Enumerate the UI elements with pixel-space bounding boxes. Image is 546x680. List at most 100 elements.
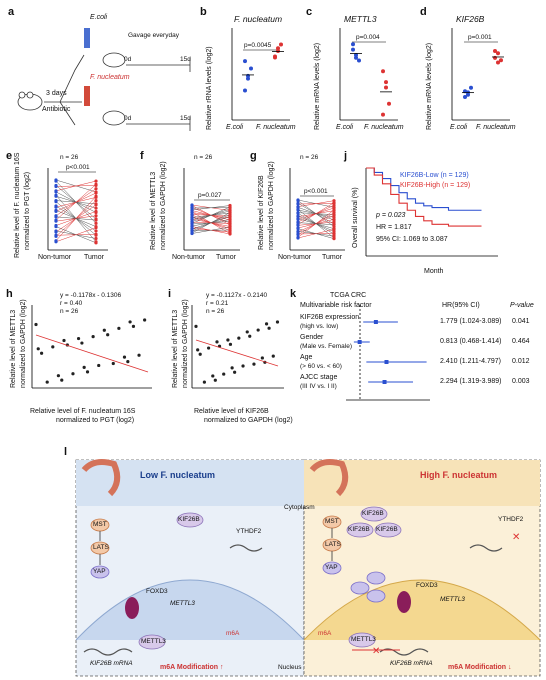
panel-l-label: l: [64, 446, 68, 458]
panel-l-diagram: ✕ ✕: [75, 459, 541, 677]
panel-c-ylabel: Relative mRNA levels (log2): [314, 42, 321, 130]
paired-point: [54, 184, 58, 189]
mrna-icon: [229, 544, 263, 552]
panel-f-x1: Tumor: [216, 254, 236, 261]
paired-point: [94, 229, 98, 233]
panel-i-r: r = 0.21: [206, 300, 229, 307]
panel-j-plot: [365, 167, 498, 257]
paired-point: [94, 241, 98, 245]
paired-line: [55, 185, 97, 187]
panel-b-plot: [231, 28, 290, 121]
panel-h-ylabel2: normalized to GAPDH (log2): [20, 299, 27, 388]
paired-point: [190, 206, 194, 210]
scatter-point: [106, 333, 110, 337]
kif26b-label: KIF26B: [362, 510, 384, 517]
yap-protein-icon: [366, 571, 386, 585]
panel-a-schematic: [17, 28, 191, 131]
paired-line: [297, 203, 335, 205]
mrna-icon: [83, 648, 133, 656]
panel-k-marks: [353, 320, 427, 384]
yap-label: YAP: [325, 564, 338, 571]
panel-k-col-p: P-value: [510, 302, 534, 309]
mettl3-protein-icon: [138, 634, 166, 650]
scatter-point: [82, 365, 86, 369]
panel-b-title: F. nucleatum: [234, 14, 283, 24]
paired-point: [94, 233, 98, 237]
panel-b-point: [246, 73, 250, 78]
svg-text:✕: ✕: [372, 646, 380, 657]
paired-point: [296, 211, 300, 215]
paired-point: [228, 221, 232, 226]
scatter-point: [260, 356, 264, 360]
panel-j-legend-low: KIF26B-Low (n = 129): [400, 172, 469, 179]
panel-e-lines: [54, 178, 98, 245]
scatter-point: [76, 336, 81, 341]
m6a-label: m6A: [226, 630, 240, 637]
forest-row-hr: 1.779 (1.024-3.089): [440, 318, 502, 325]
ythdf2-label: YTHDF2: [236, 528, 262, 535]
panel-b-point: [273, 54, 277, 59]
scatter-point: [245, 330, 249, 334]
panel-h-points: [34, 318, 147, 384]
paired-line: [297, 215, 335, 233]
mouse-icon: [102, 110, 126, 126]
paired-point: [94, 221, 98, 225]
paired-point: [296, 233, 300, 237]
panel-h-eq: y = -0.1178x - 0.1306: [60, 292, 122, 299]
fnuc-label: F. nucleatum: [90, 74, 130, 81]
paired-point: [228, 225, 232, 229]
panel-c-point: [384, 80, 388, 85]
scatter-point: [275, 320, 280, 324]
yap-label: YAP: [93, 568, 106, 575]
paired-point: [296, 236, 300, 240]
panel-k-label: k: [290, 288, 297, 300]
colon-icon: [309, 459, 349, 497]
panel-e-plot: [47, 168, 108, 251]
forest-point: [384, 360, 389, 364]
panel-h-n: n = 26: [60, 308, 79, 315]
low-fnuc-title: Low F. nucleatum: [140, 470, 216, 480]
panel-c-title: METTL3: [344, 14, 377, 24]
ecoli-tube-icon: [84, 28, 90, 48]
panel-a-label: a: [8, 6, 15, 18]
panel-g-lines: [296, 198, 336, 241]
panel-c-plot: [339, 28, 398, 121]
panel-h-plot: [31, 305, 152, 389]
paired-line: [297, 229, 335, 239]
panel-f-ylabel2: normalized to GAPDH (log2): [160, 161, 167, 250]
foxd3-protein-icon: [397, 591, 411, 613]
paired-point: [332, 209, 336, 213]
paired-point: [94, 187, 98, 191]
scatter-point: [131, 324, 136, 328]
scatter-point: [91, 335, 95, 339]
forest-row-sublabel: (Male vs. Female): [300, 343, 353, 350]
lats-label: LATS: [325, 541, 341, 548]
paired-point: [332, 206, 336, 210]
d0-label: 0d: [124, 115, 132, 122]
forest-row-p: 0.003: [512, 378, 530, 385]
panel-j-xlabel: Month: [424, 268, 444, 275]
scatter-point: [60, 378, 64, 382]
paired-point: [332, 227, 336, 231]
panel-g-plot: [289, 168, 345, 251]
paired-point: [332, 232, 336, 236]
panel-j-p: p = 0.023: [376, 212, 406, 219]
paired-point: [296, 230, 300, 234]
paired-point: [228, 214, 232, 219]
panel-f-p: p=0.027: [198, 192, 222, 199]
paired-point: [190, 231, 194, 236]
panel-i-points: [194, 320, 280, 384]
paired-point: [94, 179, 98, 183]
foxd3-label: FOXD3: [146, 588, 168, 595]
paired-point: [332, 223, 336, 227]
panel-c-label: c: [306, 6, 313, 18]
paired-point: [190, 213, 194, 217]
panel-h-xlabel1: Relative level of F. nucleatum 16S: [30, 408, 136, 415]
panel-c-point: [381, 69, 385, 74]
panel-c-point: [387, 101, 391, 106]
scatter-point: [194, 324, 198, 328]
forest-row-label: KIF26B expression: [300, 314, 360, 321]
scatter-point: [128, 320, 132, 324]
paired-line: [191, 207, 231, 209]
